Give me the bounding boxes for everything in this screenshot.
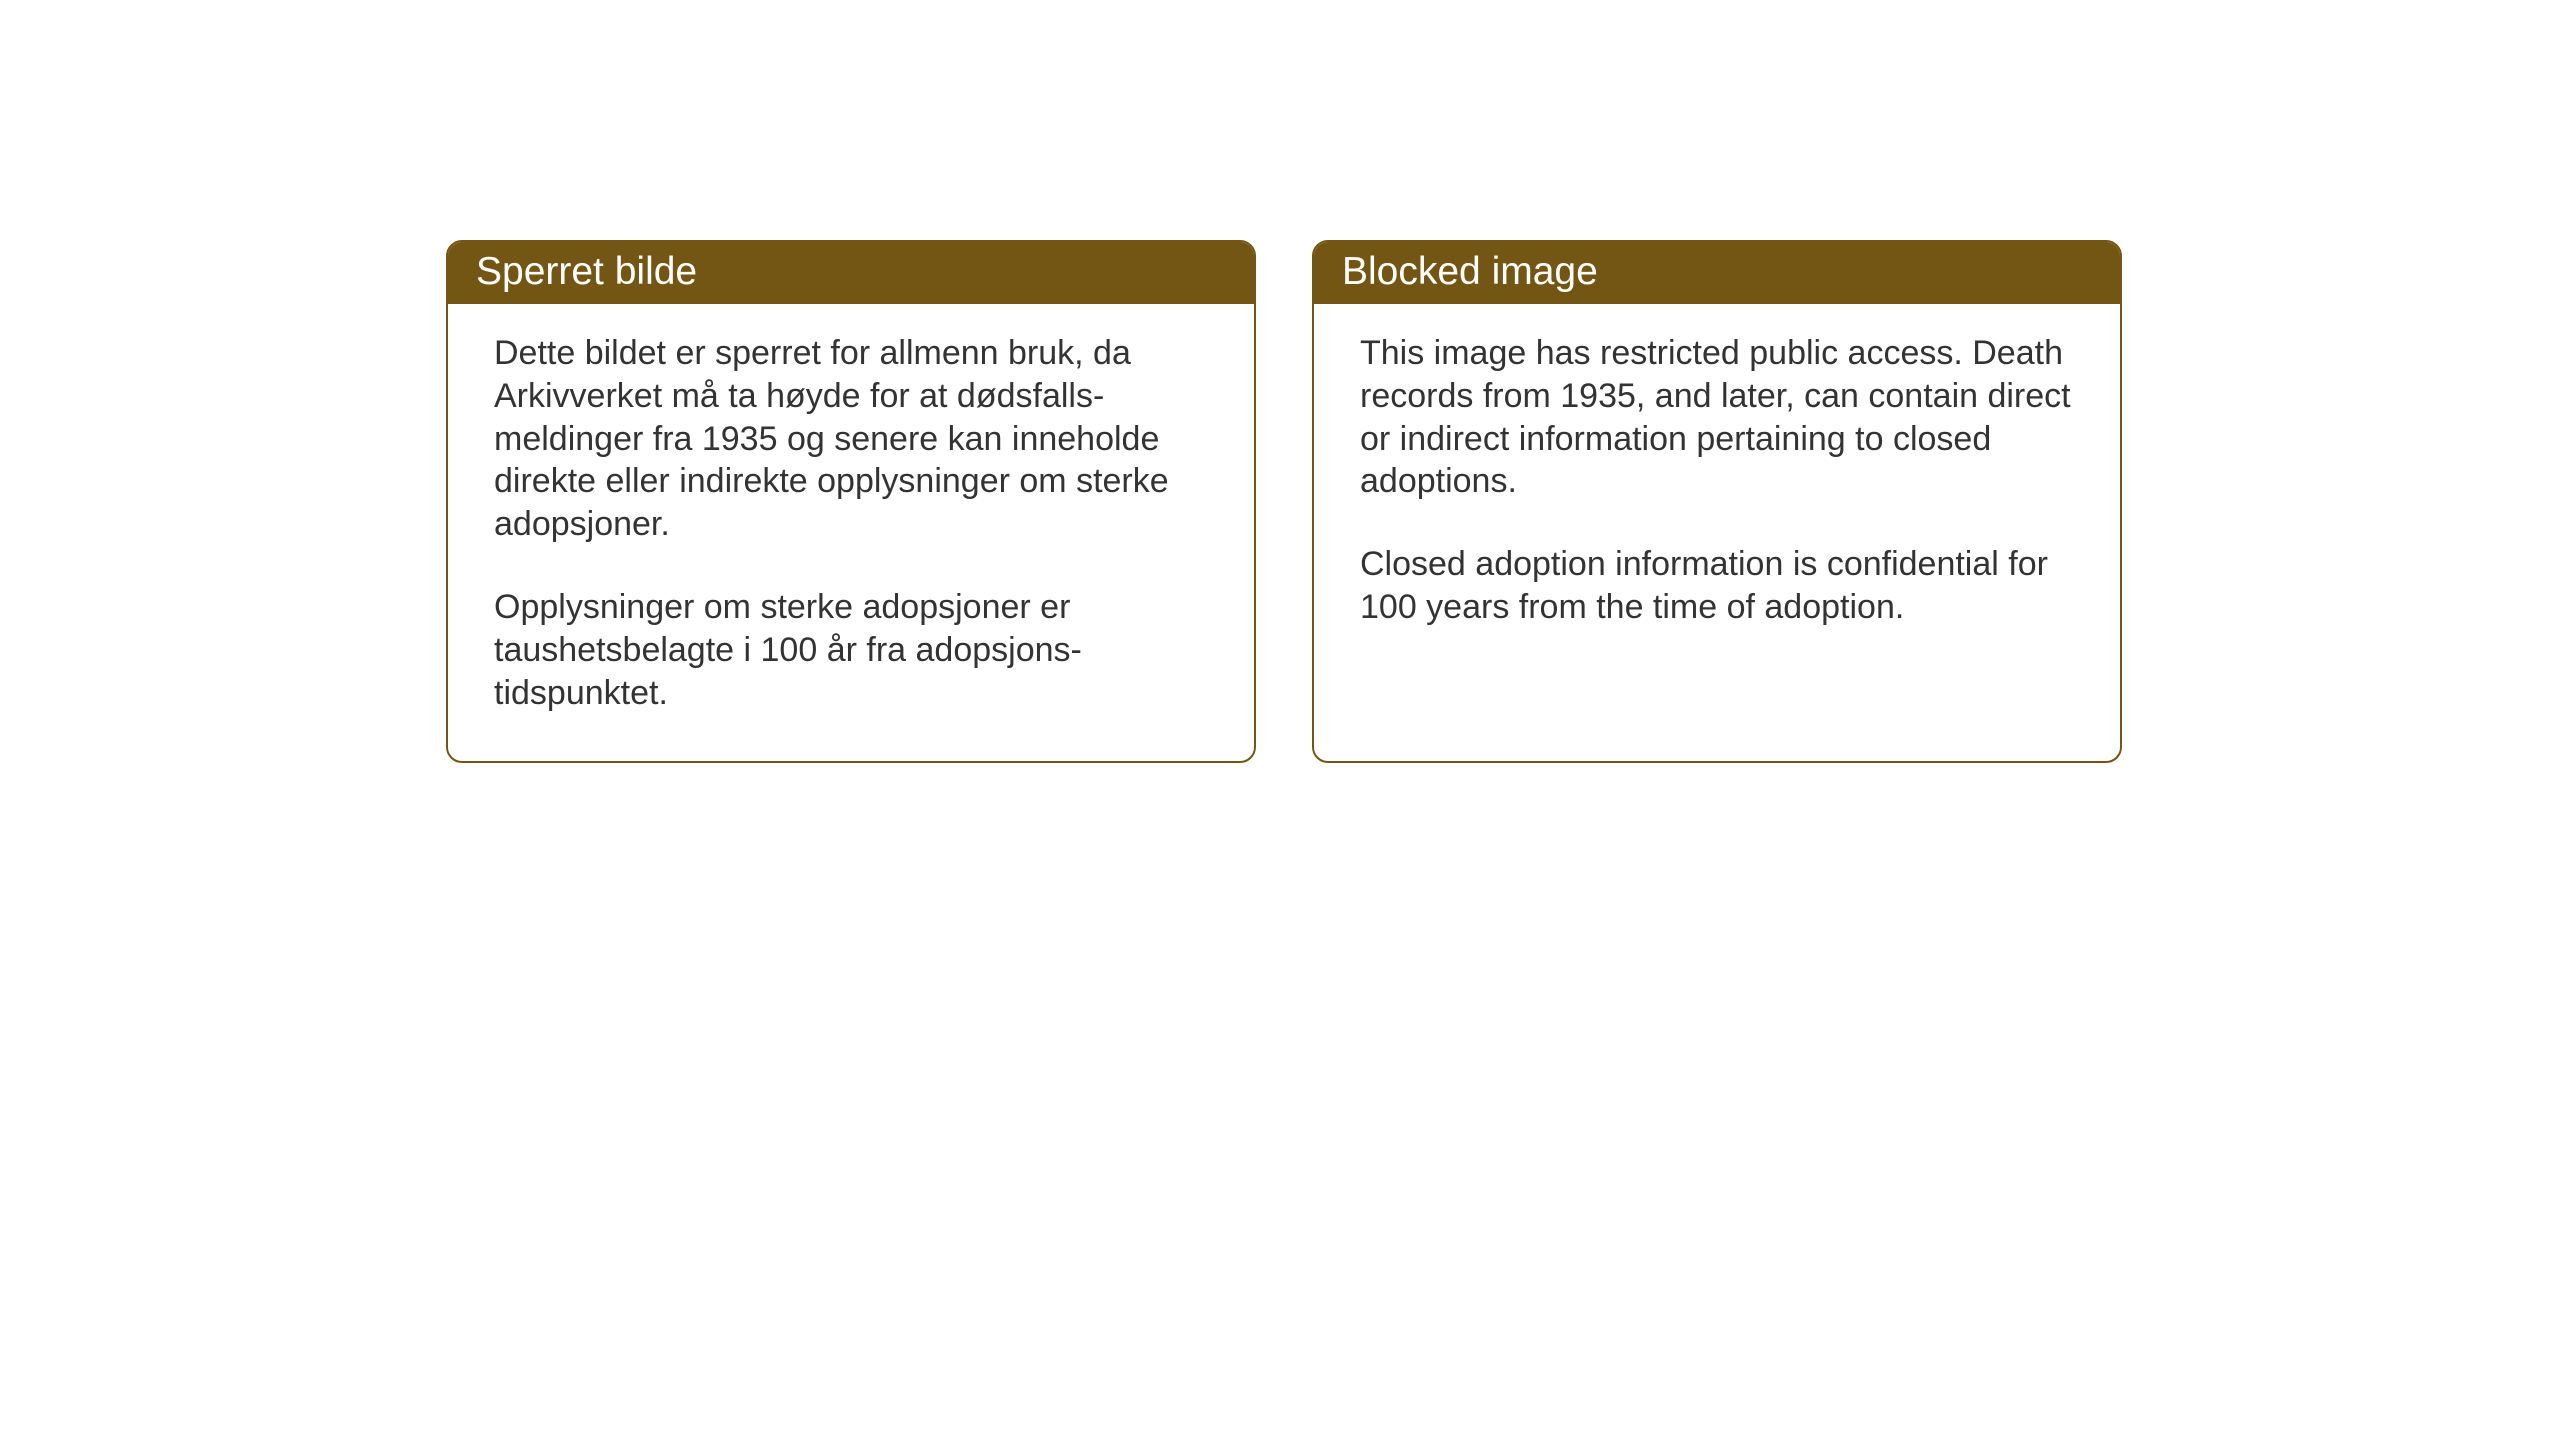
card-header-norwegian: Sperret bilde — [448, 242, 1254, 304]
card-header-english: Blocked image — [1314, 242, 2120, 304]
card-body-english: This image has restricted public access.… — [1314, 304, 2120, 675]
card-title-english: Blocked image — [1342, 250, 1598, 293]
card-body-norwegian: Dette bildet er sperret for allmenn bruk… — [448, 304, 1254, 761]
notice-card-norwegian: Sperret bilde Dette bildet er sperret fo… — [446, 240, 1256, 763]
card-para1-english: This image has restricted public access.… — [1360, 332, 2074, 503]
card-para1-norwegian: Dette bildet er sperret for allmenn bruk… — [494, 332, 1208, 546]
card-para2-norwegian: Opplysninger om sterke adopsjoner er tau… — [494, 586, 1208, 714]
card-title-norwegian: Sperret bilde — [476, 250, 697, 293]
notice-card-english: Blocked image This image has restricted … — [1312, 240, 2122, 763]
notice-container: Sperret bilde Dette bildet er sperret fo… — [446, 240, 2122, 763]
card-para2-english: Closed adoption information is confident… — [1360, 543, 2074, 629]
